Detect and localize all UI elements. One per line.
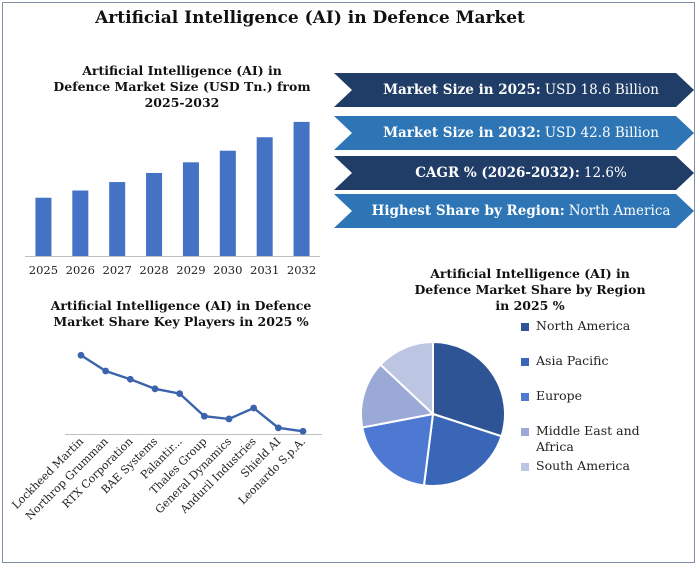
legend-swatch <box>521 323 529 331</box>
banner-4: Highest Share by Region: North America <box>334 194 694 228</box>
legend-item: South America <box>521 458 671 474</box>
legend-swatch <box>521 358 529 366</box>
pie-chart-title: Artificial Intelligence (AI) in Defence … <box>414 266 646 313</box>
legend-label: South America <box>536 458 630 473</box>
banner-value: USD 42.8 Billion <box>544 125 659 141</box>
bar-chart-title: Artificial Intelligence (AI) in Defence … <box>53 63 311 110</box>
banner-label: Market Size in 2032: <box>383 125 541 141</box>
banner-1: Market Size in 2025: USD 18.6 Billion <box>334 73 694 107</box>
legend-item: Europe <box>521 388 671 404</box>
legend-label: North America <box>536 318 631 333</box>
legend-label: Asia Pacific <box>536 353 609 368</box>
banner-value: USD 18.6 Billion <box>544 82 659 98</box>
legend-swatch <box>521 428 529 436</box>
banner-value: North America <box>568 203 671 219</box>
legend-item: Middle East and Africa <box>521 423 671 455</box>
banner-text: Highest Share by Region: North America <box>334 194 694 228</box>
page-title: Artificial Intelligence (AI) in Defence … <box>95 8 525 28</box>
banner-value: 12.6% <box>583 165 627 181</box>
banner-label: CAGR % (2026-2032): <box>415 165 580 181</box>
banner-text: Market Size in 2032: USD 42.8 Billion <box>334 116 694 150</box>
banner-3: CAGR % (2026-2032): 12.6% <box>334 156 694 190</box>
legend-item: North America <box>521 318 671 334</box>
banner-label: Highest Share by Region: <box>371 203 565 219</box>
legend-swatch <box>521 393 529 401</box>
banner-text: CAGR % (2026-2032): 12.6% <box>334 156 694 190</box>
banner-2: Market Size in 2032: USD 42.8 Billion <box>334 116 694 150</box>
legend-label: Middle East and Africa <box>536 423 640 454</box>
banner-text: Market Size in 2025: USD 18.6 Billion <box>334 73 694 107</box>
line-chart-title: Artificial Intelligence (AI) in Defence … <box>50 298 312 329</box>
legend-label: Europe <box>536 388 583 403</box>
legend-swatch <box>521 463 529 471</box>
banner-label: Market Size in 2025: <box>383 82 541 98</box>
legend-item: Asia Pacific <box>521 353 671 369</box>
